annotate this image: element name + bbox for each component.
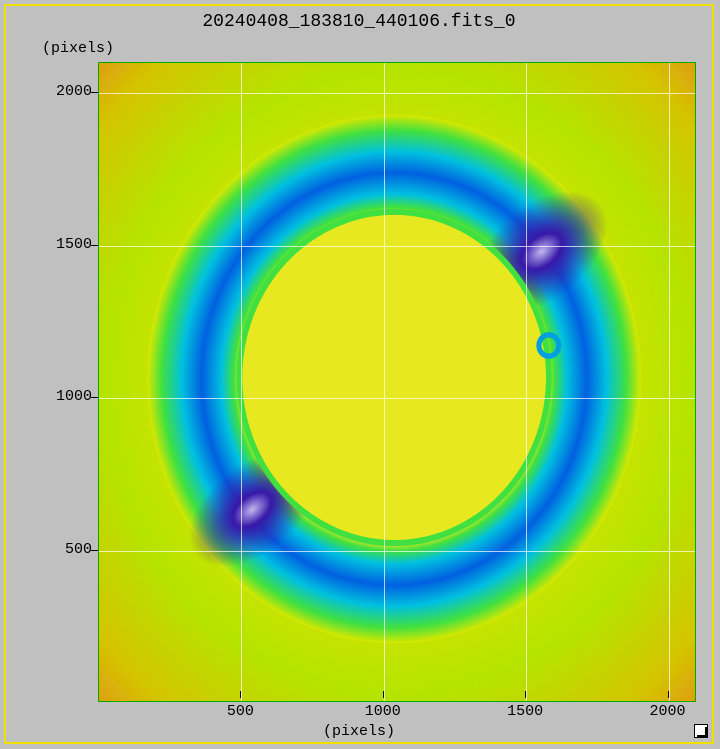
x-tick-mark <box>525 691 526 698</box>
y-tick-mark <box>91 92 98 93</box>
grid-line <box>384 63 385 701</box>
fits-image <box>99 63 695 701</box>
grid-line <box>669 63 670 701</box>
x-tick-mark <box>240 691 241 698</box>
grid-line <box>99 551 695 552</box>
x-axis-label: (pixels) <box>6 723 712 740</box>
y-tick-mark <box>91 397 98 398</box>
x-tick-label: 1500 <box>495 703 555 720</box>
x-tick-label: 500 <box>210 703 270 720</box>
y-tick-label: 2000 <box>32 83 92 100</box>
x-tick-label: 1000 <box>353 703 413 720</box>
y-tick-label: 1000 <box>32 388 92 405</box>
y-tick-mark <box>91 245 98 246</box>
image-plot-area[interactable] <box>98 62 696 702</box>
x-tick-mark <box>668 691 669 698</box>
grid-line <box>99 93 695 94</box>
y-tick-label: 500 <box>32 541 92 558</box>
x-tick-label: 2000 <box>638 703 698 720</box>
y-axis-label: (pixels) <box>42 40 114 57</box>
x-tick-mark <box>383 691 384 698</box>
grid-line <box>99 398 695 399</box>
grid-line <box>99 246 695 247</box>
grid-line <box>241 63 242 701</box>
y-tick-label: 1500 <box>32 236 92 253</box>
grid-line <box>526 63 527 701</box>
fits-viewer-window: 20240408_183810_440106.fits_0 (pixels) <box>4 4 714 744</box>
resize-handle-icon[interactable] <box>694 724 708 738</box>
y-tick-mark <box>91 550 98 551</box>
window-title: 20240408_183810_440106.fits_0 <box>6 12 712 32</box>
